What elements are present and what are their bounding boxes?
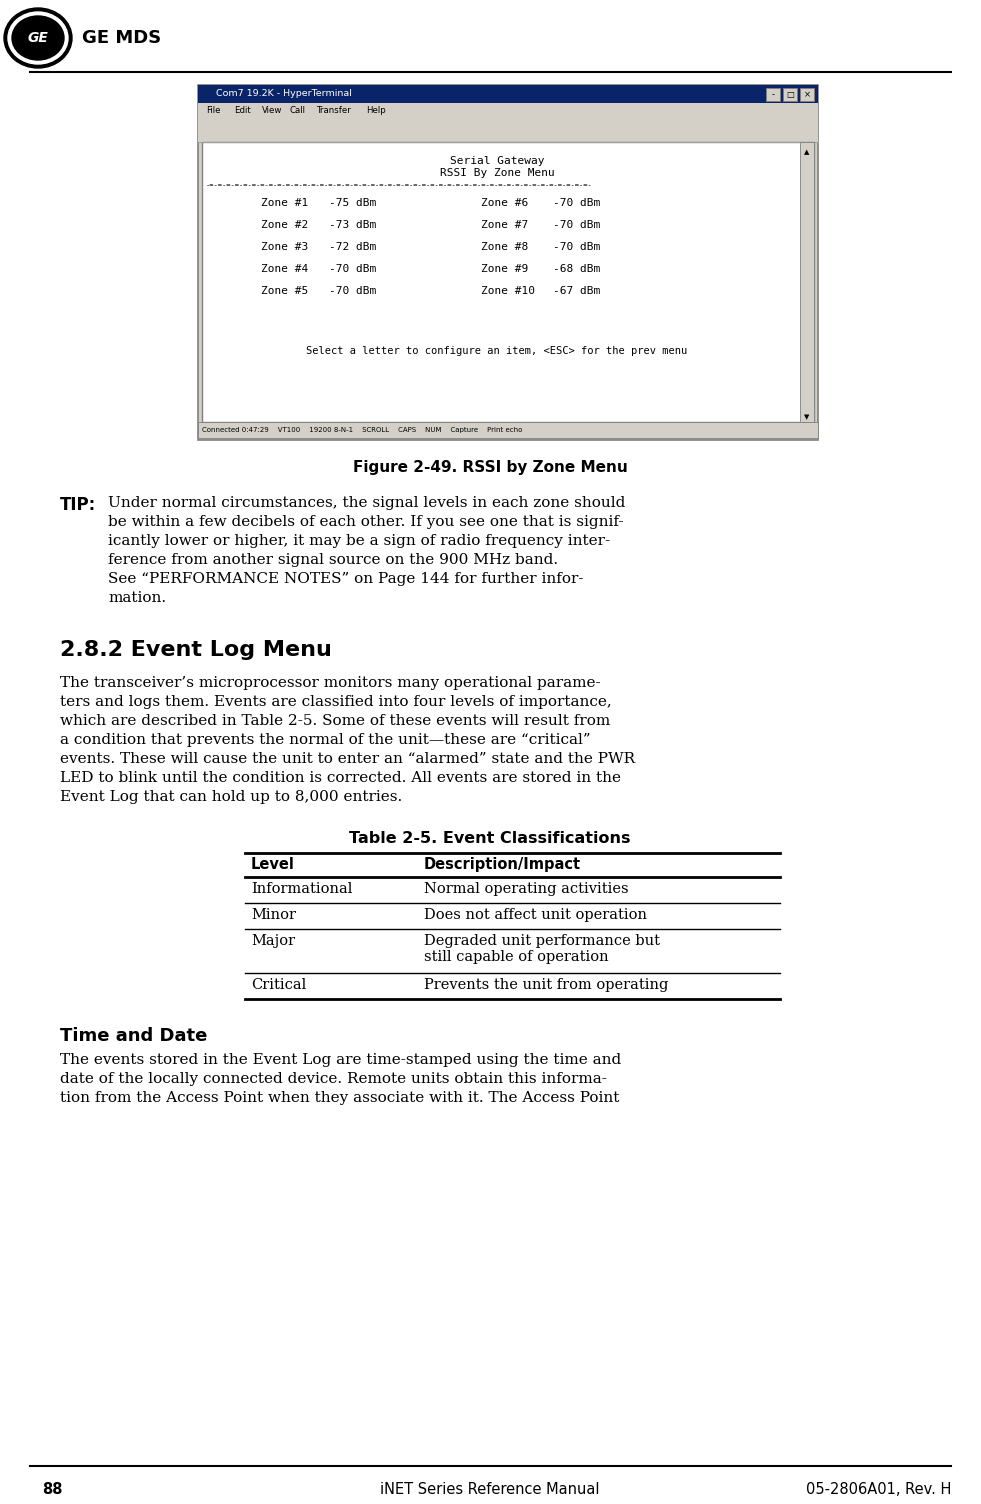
Text: Level: Level <box>251 857 295 872</box>
Text: The transceiver’s microprocessor monitors many operational parame-: The transceiver’s microprocessor monitor… <box>60 675 600 690</box>
Text: Zone #4: Zone #4 <box>261 265 308 274</box>
Text: -70 dBm: -70 dBm <box>329 265 377 274</box>
Text: Table 2-5. Event Classifications: Table 2-5. Event Classifications <box>349 832 631 845</box>
Text: GE MDS: GE MDS <box>82 29 161 47</box>
Text: Zone #3: Zone #3 <box>261 242 308 253</box>
Bar <box>202 141 814 423</box>
Text: Select a letter to configure an item, <ESC> for the prev menu: Select a letter to configure an item, <E… <box>306 346 688 356</box>
Text: 05-2806A01, Rev. H: 05-2806A01, Rev. H <box>805 1481 951 1496</box>
Text: Zone #8: Zone #8 <box>481 242 528 253</box>
Text: Zone #2: Zone #2 <box>261 220 308 230</box>
Bar <box>766 89 780 101</box>
Text: -72 dBm: -72 dBm <box>329 242 377 253</box>
Text: The events stored in the Event Log are time-stamped using the time and: The events stored in the Event Log are t… <box>60 1053 621 1066</box>
Text: Help: Help <box>366 105 386 114</box>
Text: Zone #7: Zone #7 <box>481 220 528 230</box>
Text: a condition that prevents the normal of the unit—these are “critical”: a condition that prevents the normal of … <box>60 732 591 747</box>
Text: Connected 0:47:29    VT100    19200 8-N-1    SCROLL    CAPS    NUM    Capture   : Connected 0:47:29 VT100 19200 8-N-1 SCRO… <box>202 427 522 433</box>
Text: which are described in Table 2-5. Some of these events will result from: which are described in Table 2-5. Some o… <box>60 714 610 728</box>
Bar <box>198 86 818 441</box>
Text: Zone #6: Zone #6 <box>481 199 528 208</box>
Bar <box>198 423 818 438</box>
Text: Transfer: Transfer <box>317 105 352 114</box>
Text: Time and Date: Time and Date <box>60 1027 207 1045</box>
Text: Edit: Edit <box>233 105 250 114</box>
Bar <box>198 117 818 141</box>
Ellipse shape <box>8 12 68 65</box>
Text: TIP:: TIP: <box>60 496 96 514</box>
Text: ×: × <box>803 90 810 99</box>
Text: Com7 19.2K - HyperTerminal: Com7 19.2K - HyperTerminal <box>216 90 352 98</box>
Text: -: - <box>771 90 775 99</box>
Text: Normal operating activities: Normal operating activities <box>424 881 629 896</box>
Text: Prevents the unit from operating: Prevents the unit from operating <box>424 978 668 993</box>
Text: Description/Impact: Description/Impact <box>424 857 581 872</box>
Text: Event Log that can hold up to 8,000 entries.: Event Log that can hold up to 8,000 entr… <box>60 790 402 805</box>
Text: ▲: ▲ <box>804 149 809 155</box>
Text: Call: Call <box>289 105 305 114</box>
Text: date of the locally connected device. Remote units obtain this informa-: date of the locally connected device. Re… <box>60 1072 607 1086</box>
Text: ▼: ▼ <box>804 414 809 420</box>
Bar <box>198 86 818 102</box>
Text: -=-=-=-=-=-=-=-=-=-=-=-=-=-=-=-=-=-=-=-=-=-=-=-=-=-=-=-=-=-=-=-=-=-=-=-=-=-=-=-=: -=-=-=-=-=-=-=-=-=-=-=-=-=-=-=-=-=-=-=-=… <box>206 182 593 188</box>
Bar <box>800 141 814 423</box>
Text: -73 dBm: -73 dBm <box>329 220 377 230</box>
Bar <box>783 89 797 101</box>
Text: be within a few decibels of each other. If you see one that is signif-: be within a few decibels of each other. … <box>108 514 624 529</box>
Text: -75 dBm: -75 dBm <box>329 199 377 208</box>
Text: GE: GE <box>27 32 48 45</box>
Text: events. These will cause the unit to enter an “alarmed” state and the PWR: events. These will cause the unit to ent… <box>60 752 635 766</box>
Text: -70 dBm: -70 dBm <box>553 242 600 253</box>
Text: □: □ <box>786 90 794 99</box>
Text: Degraded unit performance but: Degraded unit performance but <box>424 934 660 948</box>
Text: -68 dBm: -68 dBm <box>553 265 600 274</box>
Text: Critical: Critical <box>251 978 306 993</box>
Text: Under normal circumstances, the signal levels in each zone should: Under normal circumstances, the signal l… <box>108 496 625 510</box>
Text: Figure 2-49. RSSI by Zone Menu: Figure 2-49. RSSI by Zone Menu <box>352 460 628 475</box>
Text: -70 dBm: -70 dBm <box>553 199 600 208</box>
Text: Major: Major <box>251 934 295 948</box>
Text: Does not affect unit operation: Does not affect unit operation <box>424 908 647 922</box>
Text: See “PERFORMANCE NOTES” on Page 144 for further infor-: See “PERFORMANCE NOTES” on Page 144 for … <box>108 572 584 587</box>
Text: icantly lower or higher, it may be a sign of radio frequency inter-: icantly lower or higher, it may be a sig… <box>108 534 610 547</box>
Text: File: File <box>206 105 221 114</box>
Text: Minor: Minor <box>251 908 296 922</box>
Text: Informational: Informational <box>251 881 352 896</box>
Text: mation.: mation. <box>108 591 166 605</box>
Text: Serial Gateway: Serial Gateway <box>449 156 544 165</box>
Text: -70 dBm: -70 dBm <box>553 220 600 230</box>
Text: Zone #9: Zone #9 <box>481 265 528 274</box>
Text: RSSI By Zone Menu: RSSI By Zone Menu <box>439 168 554 177</box>
Bar <box>198 102 818 117</box>
Ellipse shape <box>12 17 64 60</box>
Text: Zone #5: Zone #5 <box>261 286 308 296</box>
Text: iNET Series Reference Manual: iNET Series Reference Manual <box>381 1481 599 1496</box>
Text: tion from the Access Point when they associate with it. The Access Point: tion from the Access Point when they ass… <box>60 1090 619 1105</box>
Text: Zone #1: Zone #1 <box>261 199 308 208</box>
Text: Zone #10: Zone #10 <box>481 286 535 296</box>
Text: -70 dBm: -70 dBm <box>329 286 377 296</box>
Ellipse shape <box>4 8 72 68</box>
Text: LED to blink until the condition is corrected. All events are stored in the: LED to blink until the condition is corr… <box>60 772 621 785</box>
Text: -67 dBm: -67 dBm <box>553 286 600 296</box>
Bar <box>800 89 814 101</box>
Text: ference from another signal source on the 900 MHz band.: ference from another signal source on th… <box>108 553 558 567</box>
Text: 2.8.2 Event Log Menu: 2.8.2 Event Log Menu <box>60 641 332 660</box>
Text: 88: 88 <box>42 1481 63 1496</box>
Text: View: View <box>262 105 282 114</box>
Text: ters and logs them. Events are classified into four levels of importance,: ters and logs them. Events are classifie… <box>60 695 612 708</box>
Text: still capable of operation: still capable of operation <box>424 951 608 964</box>
